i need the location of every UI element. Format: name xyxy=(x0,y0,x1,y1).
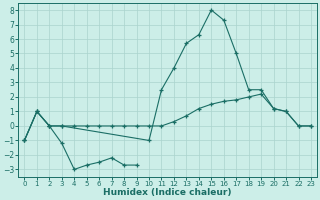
X-axis label: Humidex (Indice chaleur): Humidex (Indice chaleur) xyxy=(103,188,232,197)
